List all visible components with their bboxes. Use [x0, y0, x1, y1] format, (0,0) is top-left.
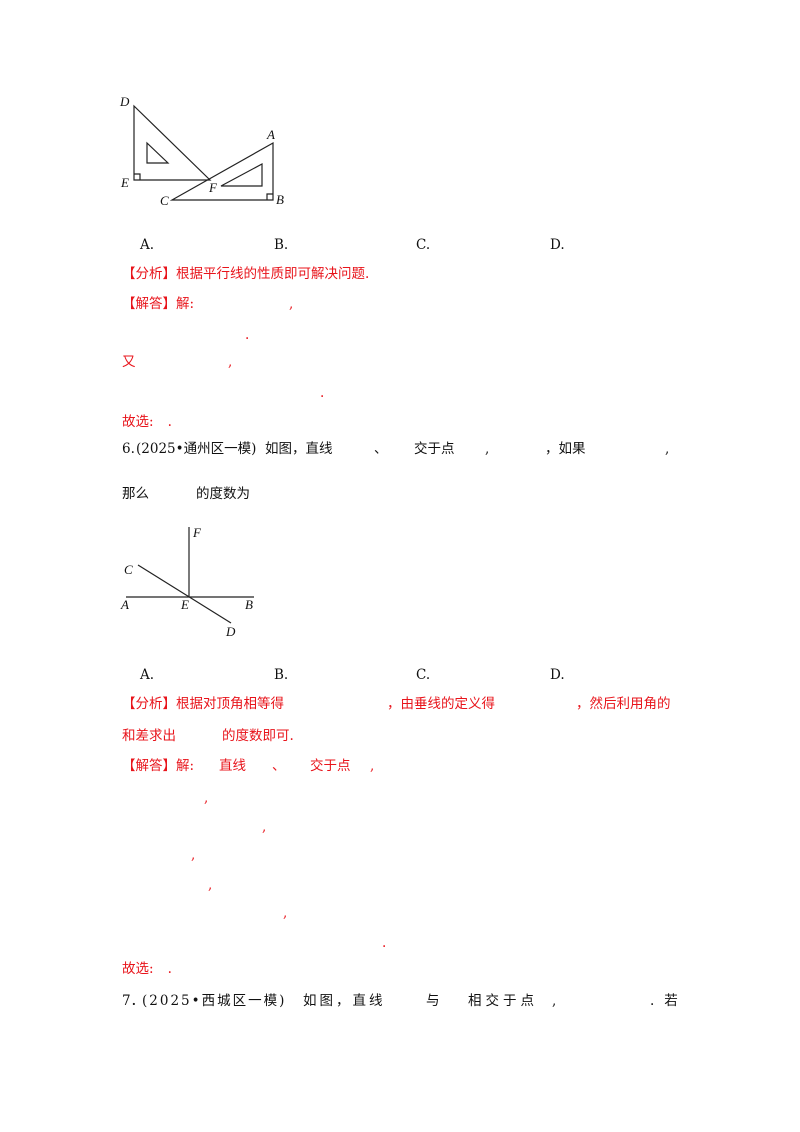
q5-option-d: D. — [550, 237, 565, 253]
q5-answer: 故选:. — [122, 413, 172, 431]
q6-option-c: C. — [416, 667, 431, 683]
q5-solution-period-2: . — [320, 385, 325, 401]
q6-analysis-part-1: 根据对顶角相等得 — [176, 696, 284, 712]
q5-solution-lead-text: 解: — [176, 296, 195, 312]
q6-solution-comma: , — [370, 758, 375, 774]
q6-option-b: B. — [274, 667, 289, 683]
figure2-label-b: B — [245, 597, 253, 612]
q5-solution-period-1: . — [245, 327, 250, 343]
q6-stem-part-5: ，如果 — [545, 441, 586, 457]
q6-source: (2025•通州区一模) — [136, 441, 257, 457]
figure2-label-e: E — [181, 597, 189, 612]
q5-option-b: B. — [274, 237, 289, 253]
q6-solution-line-word: 直线 — [219, 758, 246, 774]
q6-solution-sep: 、 — [272, 758, 286, 774]
q6-solution-line-5: , — [283, 905, 288, 921]
q6-answer: 故选:. — [122, 960, 172, 978]
q7-stem-part-4: , — [552, 993, 557, 1009]
figure1-label-e: E — [121, 175, 129, 190]
q5-solution-comma-2: , — [228, 354, 233, 370]
q5-answer-label: 故选: — [122, 414, 154, 430]
q7-number: 7． — [122, 993, 145, 1009]
q7-stem-part-3: 相交于点 — [468, 993, 538, 1009]
q6-stem-part-3: 交于点 — [414, 441, 455, 457]
q5-solution-lead: 【解答】解: — [122, 295, 194, 313]
q7-stem-part-2: 与 — [426, 993, 440, 1009]
q6-stem-line2-part-1: 那么 — [122, 486, 149, 502]
q6-solution-jie: 解: — [176, 758, 195, 774]
q5-solution-tag: 【解答】 — [122, 296, 176, 312]
figure2-label-f: F — [193, 525, 201, 540]
q6-analysis-line2-part-1: 和差求出 — [122, 728, 176, 744]
q5-analysis: 【分析】根据平行线的性质即可解决问题. — [122, 265, 369, 283]
q5-answer-dot: . — [167, 414, 172, 430]
q6-analysis-line2-part-2: 的度数即可. — [222, 728, 294, 744]
q6-solution-intersect: 交于点 — [310, 758, 351, 774]
q5-solution-comma-1: , — [289, 296, 294, 312]
q6-solution-line-6: . — [382, 935, 387, 951]
q6-stem-part-6: , — [665, 441, 670, 457]
q6-stem-part-2: 、 — [374, 441, 388, 457]
q6-solution-tag: 【解答】 — [122, 758, 176, 774]
figure2-label-c: C — [124, 562, 133, 577]
figure1-label-c: C — [160, 193, 169, 208]
figure1-label-d: D — [120, 94, 130, 109]
q6-solution-line-4: , — [208, 877, 213, 893]
q6-stem-part-1: 如图，直线 — [265, 441, 333, 457]
q6-option-d: D. — [550, 667, 565, 683]
q5-analysis-text: 根据平行线的性质即可解决问题. — [176, 266, 370, 282]
q7-stem-part-5: .若 — [650, 993, 688, 1009]
figure1-label-f: F — [209, 180, 217, 195]
q7-stem-part-1: 如图，直线 — [303, 993, 386, 1009]
figure2-label-a: A — [121, 597, 129, 612]
triangle-figure — [133, 104, 274, 201]
q5-analysis-tag: 【分析】 — [122, 266, 176, 282]
q6-analysis-line1: 【分析】根据对顶角相等得 — [122, 695, 284, 713]
q6-stem-line2-part-2: 的度数为 — [196, 486, 250, 502]
figure1-label-b: B — [276, 192, 284, 207]
figure2-label-d: D — [226, 624, 236, 639]
q6-solution-line-2: , — [262, 819, 267, 835]
q6-answer-dot: . — [167, 961, 172, 977]
figure1-label-a: A — [267, 127, 275, 142]
intersecting-lines-figure — [126, 527, 254, 624]
q6-stem-part-4: , — [485, 441, 490, 457]
q6-option-a: A. — [140, 667, 155, 683]
q5-option-c: C. — [416, 237, 431, 253]
q5-option-a: A. — [140, 237, 155, 253]
q6-solution-line-1: , — [204, 790, 209, 806]
q6-solution-lead: 【解答】解: — [122, 757, 194, 775]
q5-solution-you: 又 — [122, 354, 136, 370]
q7-source: (2025•西城区一模) — [142, 993, 287, 1009]
q6-answer-label: 故选: — [122, 961, 154, 977]
q6-number: 6. — [122, 441, 135, 457]
q6-analysis-part-3: ，然后利用角的 — [576, 696, 671, 712]
q6-analysis-tag: 【分析】 — [122, 696, 176, 712]
q6-analysis-part-2: ，由垂线的定义得 — [387, 696, 495, 712]
q6-solution-line-3: , — [191, 847, 196, 863]
